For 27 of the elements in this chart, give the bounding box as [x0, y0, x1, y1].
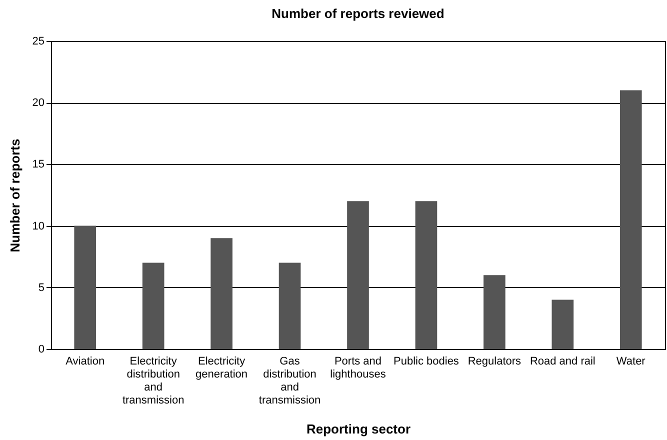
x-tick-label: Electricity distribution and transmission	[122, 356, 184, 406]
y-tick-label: 0	[38, 344, 44, 356]
bar	[74, 226, 96, 349]
x-tick-label: Electricity generation	[196, 356, 248, 380]
y-tick-label: 10	[32, 220, 44, 232]
y-tick-label: 5	[38, 282, 44, 294]
x-tick-label: Aviation	[66, 356, 105, 368]
y-axis-title: Number of reports	[7, 138, 22, 252]
y-tick-label: 25	[32, 36, 44, 48]
bar	[484, 275, 506, 349]
y-tick-label: 15	[32, 158, 44, 171]
bar	[620, 90, 642, 349]
bar	[142, 262, 164, 349]
y-tick-label: 20	[32, 97, 44, 110]
x-tick-label: Road and rail	[530, 356, 596, 368]
x-axis-title: Reporting sector	[306, 422, 411, 436]
chart-title: Number of reports reviewed	[272, 6, 444, 21]
x-tick-label: Public bodies	[394, 356, 460, 368]
bar	[415, 201, 438, 349]
x-tick-label: Gas distribution and transmission	[258, 356, 321, 406]
bar	[210, 238, 232, 349]
x-tick-label: Water	[616, 356, 646, 368]
bar	[278, 262, 301, 349]
x-tick-label: Ports and lighthouses	[330, 356, 386, 380]
bar	[347, 201, 369, 349]
x-tick-label: Regulators	[468, 356, 522, 368]
bar	[552, 300, 574, 349]
